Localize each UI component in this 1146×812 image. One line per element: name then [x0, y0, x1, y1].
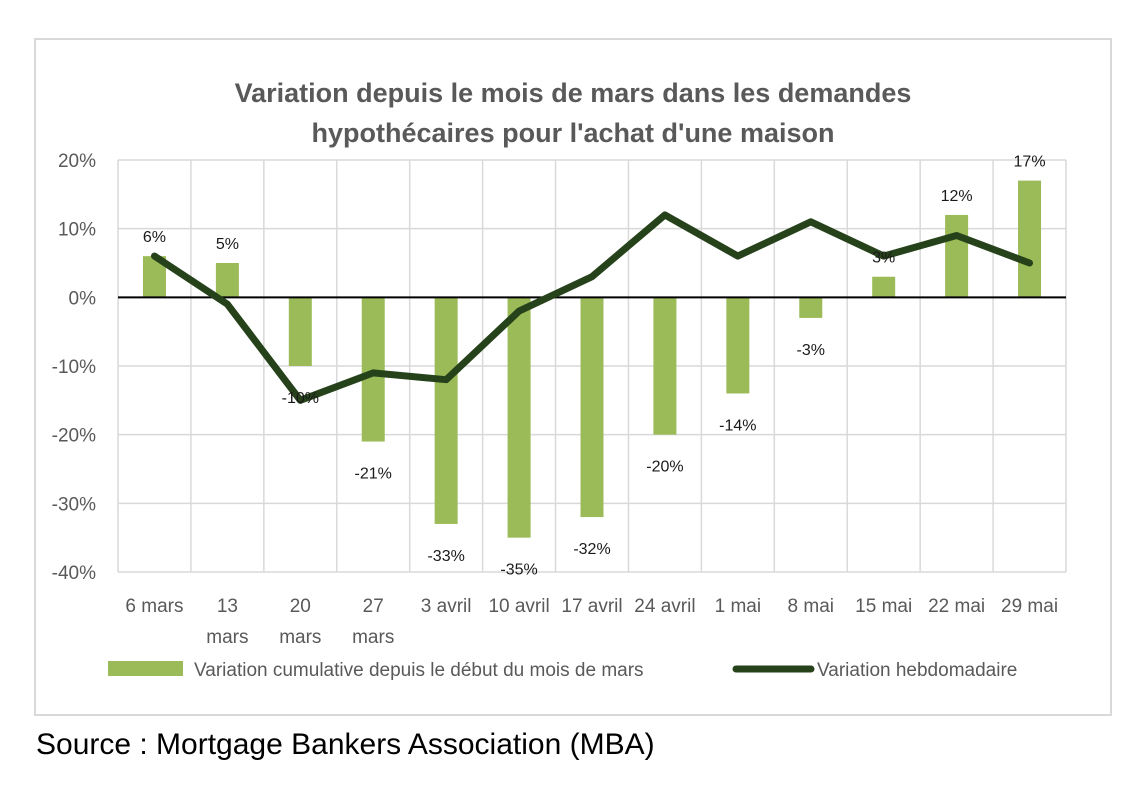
line-point [1028, 262, 1031, 264]
bar [507, 297, 531, 538]
line-series [151, 211, 1033, 404]
x-tick-label: 1 mai [715, 596, 761, 617]
chart-frame: Variation depuis le mois de mars dans le… [34, 38, 1112, 716]
bar [434, 297, 458, 524]
bar-data-label: -20% [646, 459, 683, 476]
y-tick-label: 20% [58, 151, 96, 172]
line-point [663, 213, 666, 216]
x-tick-label: 20 [290, 596, 311, 617]
legend-label-line: Variation hebdomadaire [817, 660, 1017, 681]
y-tick-label: -40% [52, 563, 96, 584]
line-point [809, 220, 812, 223]
chart-title-line: Variation depuis le mois de mars dans le… [235, 78, 912, 108]
x-tick-label: 17 avril [561, 596, 622, 617]
line-point [518, 310, 521, 313]
bar-data-label: -10% [282, 390, 319, 407]
x-tick-label: mars [279, 627, 321, 648]
x-tick-label: 22 mai [928, 596, 985, 617]
x-tick-label: 10 avril [488, 596, 549, 617]
line-point [153, 255, 156, 258]
bar [872, 276, 896, 298]
x-tick-label: 15 mai [855, 596, 912, 617]
bar-data-label: -14% [719, 417, 756, 434]
bar [142, 256, 166, 298]
bar-data-label: 5% [216, 236, 239, 253]
bar [215, 263, 239, 298]
legend-label-bar: Variation cumulative depuis le début du … [194, 660, 644, 681]
chart-title-line: hypothécaires pour l'achat d'une maison [312, 118, 835, 148]
bar-data-label: -35% [500, 562, 537, 579]
bar [580, 297, 604, 518]
x-tick-label: mars [352, 627, 394, 648]
x-tick-label: 13 [217, 596, 238, 617]
line-point [372, 371, 375, 374]
y-tick-label: 0% [69, 288, 97, 309]
y-tick-label: -30% [52, 494, 96, 515]
legend-swatch-bar [108, 661, 183, 676]
bar-data-label: -3% [797, 342, 825, 359]
x-tick-label: 3 avril [421, 596, 472, 617]
bar [726, 297, 750, 394]
bar-data-label: 17% [1014, 154, 1046, 171]
bar [945, 214, 969, 298]
line-point [955, 234, 958, 237]
bar-data-label: -33% [427, 548, 464, 565]
line-point [299, 399, 302, 402]
line-point [226, 303, 229, 306]
y-tick-label: -10% [52, 357, 96, 378]
bar-data-label: 3% [872, 250, 895, 267]
bar-data-label: 12% [941, 188, 973, 205]
line-point [445, 378, 448, 381]
x-tick-label: 27 [363, 596, 384, 617]
bar-data-label: -21% [355, 466, 392, 483]
x-axis: 6 mars 13 mars 20 mars 27 mars 3 avril 10 avril 1… [125, 596, 1058, 648]
x-tick-label: mars [206, 627, 248, 648]
line-point [591, 275, 593, 278]
legend: Variation cumulative depuis le début du … [108, 660, 1017, 681]
x-tick-label: 6 mars [125, 596, 183, 617]
y-axis: 20% 10% 0% -10% -20% -30% -40% [52, 151, 96, 584]
x-tick-label: 24 avril [634, 596, 695, 617]
bar-series [142, 180, 1042, 538]
line-point [882, 255, 885, 258]
bar [288, 297, 312, 366]
chart-title: Variation depuis le mois de mars dans le… [235, 78, 912, 148]
x-tick-label: 29 mai [1001, 596, 1058, 617]
bar [653, 297, 677, 435]
y-tick-label: -20% [52, 426, 96, 447]
chart-svg: Variation depuis le mois de mars dans le… [52, 78, 1067, 681]
bar [1018, 180, 1042, 298]
bar-data-label: -32% [573, 541, 610, 558]
line-point [736, 255, 739, 258]
bar-data-label: 6% [143, 229, 166, 246]
y-tick-label: 10% [58, 220, 96, 241]
bar [799, 297, 823, 318]
x-tick-label: 8 mai [788, 596, 834, 617]
data-labels: 6% 5% -10% -21% -33% -35% -32% -20% -14% -3% 3% 12%… [143, 154, 1046, 579]
source-note: Source : Mortgage Bankers Association (M… [36, 728, 655, 761]
